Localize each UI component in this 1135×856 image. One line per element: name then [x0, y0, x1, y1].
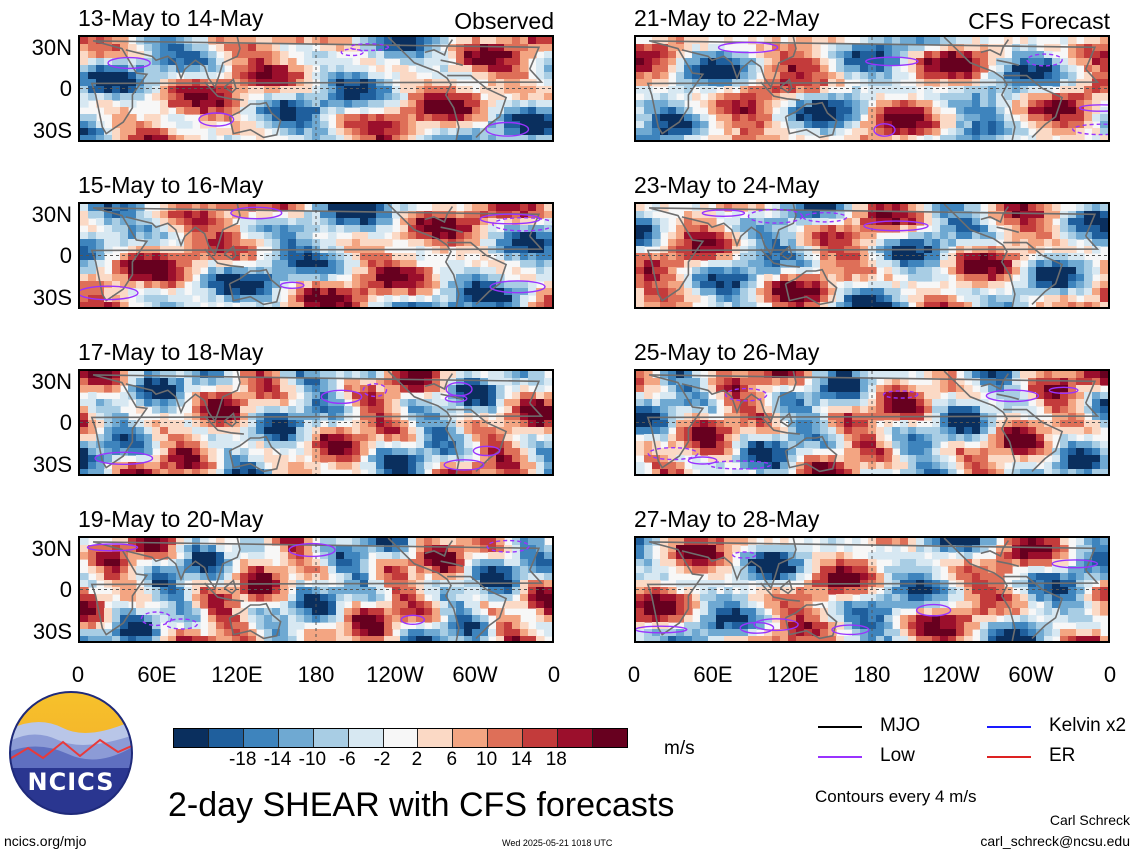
legend-line-er	[987, 756, 1031, 758]
observed-label: Observed	[454, 8, 554, 34]
colorbar-bin	[557, 729, 593, 747]
lon-label-180: 180	[297, 662, 335, 687]
lon-label-0: 0	[547, 662, 561, 687]
lat-label-30n: 30N	[31, 536, 72, 561]
panel-8-title: 27-May to 28-May	[634, 506, 820, 532]
panel-6-title: 23-May to 24-May	[634, 172, 820, 198]
shear-map	[636, 371, 1108, 474]
main-title: 2-day SHEAR with CFS forecasts	[168, 786, 675, 824]
lon-label-0: 0	[627, 662, 641, 687]
lat-label-30s: 30S	[32, 118, 72, 143]
panel-1-title: 13-May to 14-May	[78, 5, 264, 31]
colorbar-tick-label: 18	[545, 749, 567, 770]
colorbar-tick-label: 6	[446, 749, 458, 770]
colorbar-bin	[242, 729, 278, 747]
legend-label: MJO	[880, 715, 921, 736]
lon-label-0: 0	[1103, 662, 1117, 687]
legend-line-mjo	[818, 726, 862, 728]
lon-label-120e: 120E	[767, 662, 819, 687]
lat-label-30s: 30S	[32, 285, 72, 310]
lon-label-120w: 120W	[366, 662, 424, 687]
colorbar-tick-label: -18	[228, 749, 257, 770]
panel-5-title: 21-May to 22-May	[634, 5, 820, 31]
legend-line-kelvin-x2	[987, 726, 1031, 728]
legend-label: Low	[880, 745, 915, 766]
lat-label-30s: 30S	[32, 619, 72, 644]
shear-colorbar	[173, 728, 628, 748]
map-panel-19-20-may	[78, 536, 554, 643]
lat-label-0: 0	[59, 410, 72, 435]
colorbar-bin	[452, 729, 488, 747]
contour-note: Contours every 4 m/s	[815, 787, 977, 806]
lon-label-120e: 120E	[211, 662, 263, 687]
map-panel-17-18-may	[78, 369, 554, 476]
author-email[interactable]: carl_schreck@ncsu.edu	[980, 833, 1130, 849]
legend-label: Kelvin x2	[1049, 715, 1127, 736]
panel-7-title: 25-May to 26-May	[634, 339, 820, 365]
panel-4-title: 19-May to 20-May	[78, 506, 264, 532]
timestamp: Wed 2025-05-21 1018 UTC	[502, 838, 613, 848]
colorbar-tick-label: 14	[510, 749, 533, 770]
colorbar-bin	[347, 729, 383, 747]
author-name: Carl Schreck	[1049, 812, 1130, 828]
colorbar-tick-label: -10	[298, 749, 327, 770]
ncics-logo	[8, 690, 134, 816]
colorbar-bin	[522, 729, 558, 747]
colorbar-bin	[417, 729, 453, 747]
lon-label-0: 0	[71, 662, 85, 687]
colorbar-bin	[312, 729, 348, 747]
ncics-logo-text: NCICS	[27, 768, 115, 796]
colorbar-bin	[207, 729, 243, 747]
shear-map	[636, 204, 1108, 307]
lat-label-30n: 30N	[31, 369, 72, 394]
map-panel-27-28-may	[634, 536, 1110, 643]
colorbar-bin	[592, 729, 627, 747]
lon-label-60e: 60E	[693, 662, 733, 687]
colorbar-bin	[174, 729, 208, 747]
map-panel-15-16-may	[78, 202, 554, 309]
shear-map	[80, 371, 552, 474]
lat-label-0: 0	[59, 243, 72, 268]
colorbar-tick-label: -14	[263, 749, 292, 770]
shear-map	[80, 37, 552, 140]
lon-label-180: 180	[853, 662, 891, 687]
lon-label-60w: 60W	[1008, 662, 1054, 687]
map-panel-13-14-may	[78, 35, 554, 142]
lon-label-60e: 60E	[137, 662, 177, 687]
shear-map	[636, 37, 1108, 140]
colorbar-bin	[277, 729, 313, 747]
site-link[interactable]: ncics.org/mjo	[4, 833, 87, 849]
lat-label-0: 0	[59, 76, 72, 101]
panel-3-title: 17-May to 18-May	[78, 339, 264, 365]
colorbar-tick-label: -6	[338, 749, 356, 770]
lat-label-30s: 30S	[32, 452, 72, 477]
colorbar-tick-label: 2	[411, 749, 423, 770]
colorbar-tick-label: -2	[373, 749, 391, 770]
colorbar-bin	[382, 729, 418, 747]
shear-map	[80, 204, 552, 307]
map-panel-23-24-may	[634, 202, 1110, 309]
lat-label-30n: 30N	[31, 35, 72, 60]
shear-map	[636, 538, 1108, 641]
panel-2-title: 15-May to 16-May	[78, 172, 264, 198]
colorbar-tick-label: 10	[476, 749, 498, 770]
map-panel-21-22-may	[634, 35, 1110, 142]
lat-label-0: 0	[59, 577, 72, 602]
lon-label-120w: 120W	[922, 662, 980, 687]
lat-label-30n: 30N	[31, 202, 72, 227]
map-panel-25-26-may	[634, 369, 1110, 476]
lon-label-60w: 60W	[452, 662, 498, 687]
colorbar-bin	[487, 729, 523, 747]
shear-map	[80, 538, 552, 641]
colorbar-units: m/s	[664, 738, 695, 759]
cfs-forecast-label: CFS Forecast	[968, 8, 1110, 34]
legend-label: ER	[1049, 745, 1076, 766]
legend-line-low	[818, 756, 862, 758]
